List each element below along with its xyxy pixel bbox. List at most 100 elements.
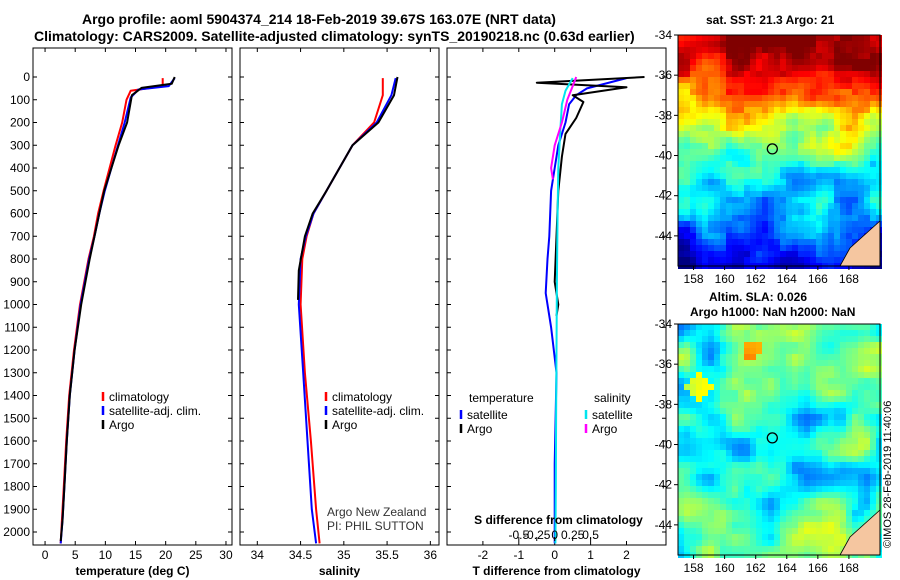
map-cell	[798, 143, 804, 149]
map-cell	[840, 396, 846, 402]
map-cell	[708, 227, 714, 233]
map-cell	[852, 197, 858, 203]
map-cell	[780, 528, 786, 534]
map-cell	[786, 119, 792, 125]
map-cell	[774, 528, 780, 534]
map-cell	[786, 342, 792, 348]
map-cell	[726, 348, 732, 354]
map-cell	[702, 131, 708, 137]
map-cell	[750, 53, 756, 59]
map-cell	[840, 480, 846, 486]
map-cell	[702, 83, 708, 89]
map-cell	[852, 360, 858, 366]
map-cell	[786, 522, 792, 528]
map-cell	[780, 492, 786, 498]
map-cell	[720, 89, 726, 95]
map-cell	[840, 402, 846, 408]
y-tick-label: 1200	[3, 343, 30, 357]
map-cell	[726, 251, 732, 257]
map-cell	[732, 516, 738, 522]
map-cell	[732, 209, 738, 215]
map-cell	[804, 167, 810, 173]
map-cell	[804, 89, 810, 95]
map-cell	[762, 438, 768, 444]
map-cell	[828, 474, 834, 480]
map-cell	[792, 77, 798, 83]
map-cell	[846, 432, 852, 438]
map-cell	[738, 534, 744, 540]
map-cell	[690, 540, 696, 546]
map-cell	[726, 378, 732, 384]
map-cell	[762, 372, 768, 378]
map-cell	[678, 408, 684, 414]
series-line-temperature-argo	[535, 76, 645, 317]
map-cell	[792, 486, 798, 492]
map-cell	[678, 450, 684, 456]
map-cell	[798, 197, 804, 203]
map-cell	[798, 462, 804, 468]
map-cell	[846, 35, 852, 41]
map-cell	[696, 101, 702, 107]
map-cell	[750, 354, 756, 360]
map-cell	[714, 53, 720, 59]
map-cell	[870, 372, 876, 378]
map-cell	[684, 354, 690, 360]
map-cell	[816, 95, 822, 101]
map-cell	[780, 408, 786, 414]
map-cell	[720, 257, 726, 263]
map-cell	[810, 522, 816, 528]
map-cell	[834, 384, 840, 390]
map-cell	[726, 324, 732, 330]
x-tick-label: 0	[551, 548, 558, 562]
map-cell	[726, 179, 732, 185]
map-cell	[822, 528, 828, 534]
map-cell	[798, 83, 804, 89]
map-cell	[786, 209, 792, 215]
map-cell	[774, 167, 780, 173]
map-cell	[864, 402, 870, 408]
map-cell	[804, 378, 810, 384]
map-cell	[810, 324, 816, 330]
map-y-tick-label: -42	[655, 189, 673, 203]
y-tick-label: 1100	[4, 320, 30, 334]
map-cell	[858, 173, 864, 179]
map-cell	[816, 372, 822, 378]
map-cell	[786, 444, 792, 450]
legend-label: Argo	[109, 418, 135, 432]
map-cell	[750, 59, 756, 65]
map-cell	[870, 408, 876, 414]
map-cell	[870, 450, 876, 456]
map-cell	[738, 119, 744, 125]
map-cell	[678, 468, 684, 474]
map-cell	[768, 203, 774, 209]
map-cell	[804, 468, 810, 474]
map-cell	[822, 402, 828, 408]
map-cell	[774, 155, 780, 161]
map-cell	[768, 456, 774, 462]
map-cell	[744, 510, 750, 516]
map-cell	[864, 336, 870, 342]
map-cell	[852, 125, 858, 131]
map-cell	[744, 35, 750, 41]
map-cell	[696, 450, 702, 456]
s-axis-label: S difference from climatology	[474, 513, 643, 527]
map-cell	[870, 330, 876, 336]
map-cell	[822, 227, 828, 233]
map-cell	[720, 504, 726, 510]
map-cell	[810, 65, 816, 71]
map-cell	[786, 516, 792, 522]
map-cell	[690, 432, 696, 438]
map-cell	[756, 498, 762, 504]
map-cell	[786, 245, 792, 251]
map-cell	[858, 113, 864, 119]
map-cell	[720, 119, 726, 125]
map-cell	[810, 390, 816, 396]
map-cell	[834, 510, 840, 516]
map-cell	[756, 131, 762, 137]
map-cell	[720, 95, 726, 101]
map-cell	[780, 534, 786, 540]
map-cell	[690, 215, 696, 221]
map-cell	[684, 336, 690, 342]
map-cell	[876, 384, 882, 390]
map-cell	[804, 486, 810, 492]
